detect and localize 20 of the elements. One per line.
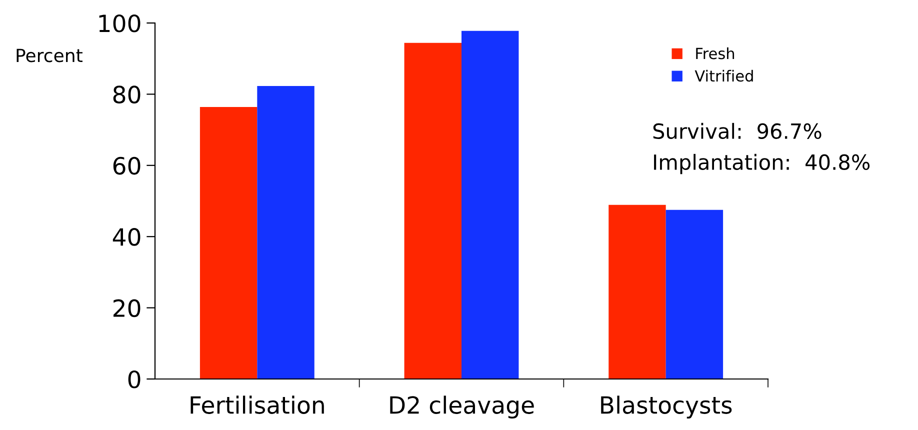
y-tick-label: 40 [112, 228, 140, 246]
y-tick-label: 60 [113, 156, 140, 175]
annotation: Implantation: 40.8% [654, 154, 870, 174]
bar [462, 30, 519, 379]
x-tick-label: Blastocysts [601, 396, 732, 419]
legend-label: Vitrified [694, 70, 753, 82]
x-tick-label: Fertilisation [190, 396, 324, 414]
bar [200, 107, 258, 379]
bar [404, 42, 462, 379]
y-tick-label: 100 [99, 14, 140, 32]
bar [666, 210, 724, 379]
y-axis-title: Percent [16, 48, 82, 62]
y-tick-label: 20 [113, 299, 140, 318]
x-tick-label: D2 cleavage [390, 396, 534, 419]
legend-label: Fresh [696, 47, 734, 60]
annotation: Survival: 96.7% [653, 122, 822, 140]
bar [257, 86, 314, 379]
y-tick-label: 80 [113, 86, 140, 104]
bar [608, 204, 666, 379]
y-tick-label: 0 [128, 370, 140, 388]
